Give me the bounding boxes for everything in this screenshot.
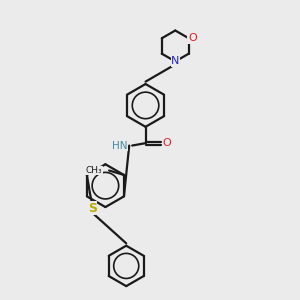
Text: S: S [88, 202, 97, 215]
Text: O: O [188, 33, 197, 43]
Text: CH₃: CH₃ [86, 166, 103, 175]
Text: N: N [171, 56, 179, 66]
Text: O: O [163, 138, 171, 148]
Text: HN: HN [112, 140, 127, 151]
